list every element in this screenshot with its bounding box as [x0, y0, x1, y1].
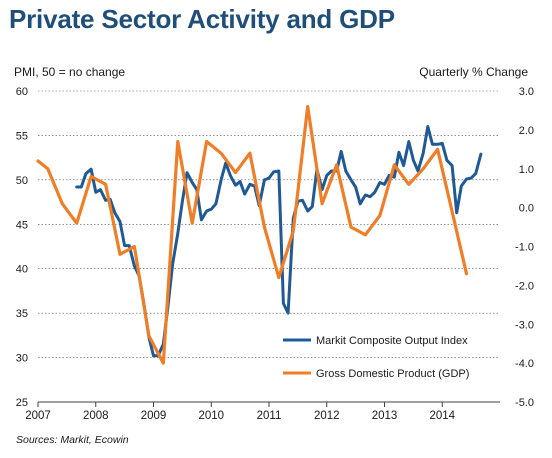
legend: Markit Composite Output Index Gross Dome…: [283, 335, 469, 380]
y-right-tick-label: 3.0: [519, 86, 534, 98]
y-left-tick-label: 25: [16, 397, 28, 409]
y-right-tick-label: -1.0: [515, 242, 534, 254]
y-right-tick-label: -2.0: [515, 280, 534, 292]
x-tick-label: 2012: [314, 410, 340, 422]
series-lines: [36, 105, 483, 365]
x-tick-label: 2014: [429, 410, 455, 422]
y-left-tick-label: 50: [16, 175, 28, 187]
x-tick-label: 2007: [25, 410, 51, 422]
gridlines: [38, 90, 500, 358]
x-tick-label: 2010: [198, 410, 224, 422]
x-tick-label: 2009: [141, 410, 167, 422]
source-note: Sources: Markit, Ecowin: [16, 434, 129, 446]
y-right-tick-label: 0.0: [519, 203, 534, 215]
legend-label-gdp: Gross Domestic Product (GDP): [316, 368, 469, 380]
x-tick-label: 2013: [372, 410, 398, 422]
x-tick-label: 2011: [257, 410, 282, 422]
y-axis-right-label: Quarterly % Change: [419, 65, 528, 79]
y-left-tick-label: 45: [16, 219, 28, 231]
series-line-gdp: [36, 105, 469, 365]
y-left-tick-label: 35: [16, 308, 28, 320]
chart-title: Private Sector Activity and GDP: [9, 4, 395, 34]
y-right-tick-label: -3.0: [515, 319, 534, 331]
y-left-tick-label: 60: [16, 86, 28, 98]
y-left-tick-label: 40: [16, 264, 28, 276]
y-left-tick-label: 55: [16, 130, 28, 142]
y-left-tick-label: 30: [16, 353, 28, 365]
y-right-tick-label: -4.0: [515, 358, 534, 370]
y-right-tick-label: -5.0: [515, 397, 534, 409]
y-axis-left-label: PMI, 50 = no change: [14, 65, 125, 79]
tick-labels: 25 30 35 40 45 50 55 60 -5.0 -4.0 -3.0 -2.0 -1.0 0.0 1…: [16, 86, 534, 422]
legend-label-pmi: Markit Composite Output Index: [316, 335, 468, 347]
series-line-pmi: [75, 125, 483, 358]
y-right-tick-label: 2.0: [519, 125, 534, 137]
y-right-tick-label: 1.0: [519, 164, 534, 176]
x-tick-label: 2008: [83, 410, 109, 422]
